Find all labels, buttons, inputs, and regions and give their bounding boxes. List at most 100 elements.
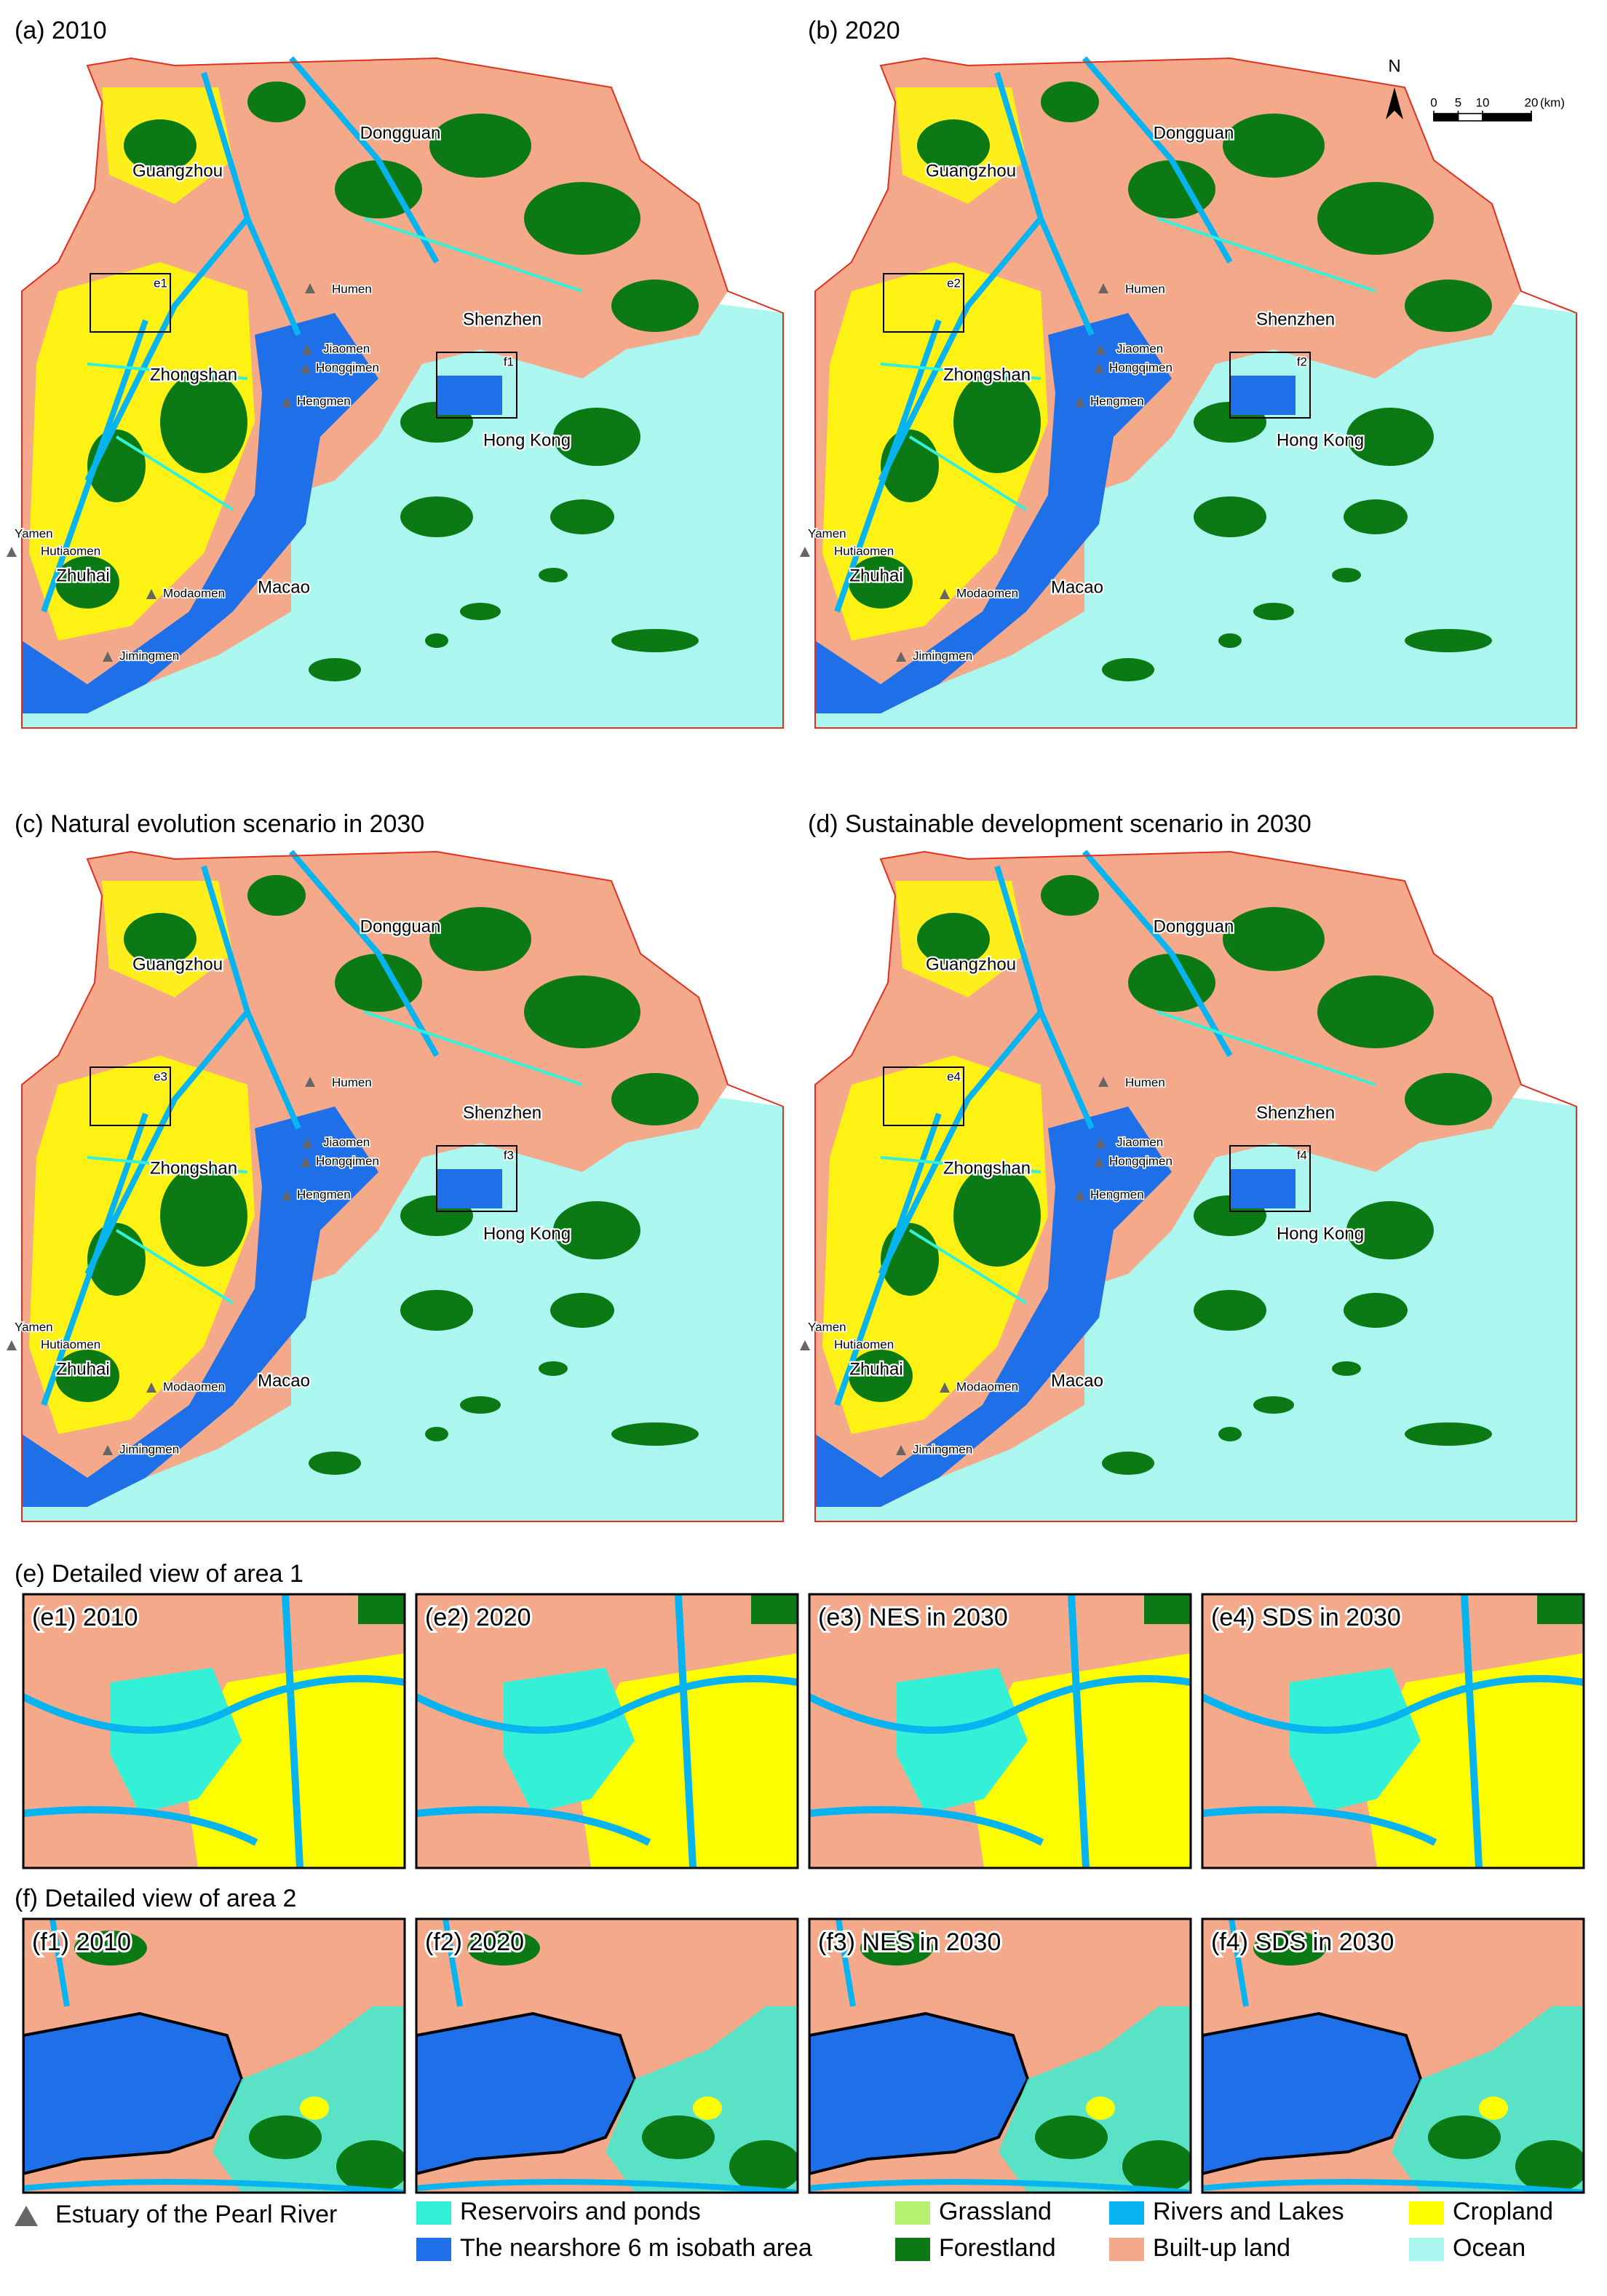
area-label: e3 — [154, 1069, 167, 1083]
place-label: Zhongshan — [150, 365, 237, 384]
estuary-marker — [302, 344, 312, 355]
estuary-label: Hongqimen — [316, 360, 379, 374]
place-label: Macao — [1051, 1371, 1103, 1390]
detail-title: (f3) NES in 2030 — [818, 1928, 1001, 1956]
section-title: (e) Detailed view of area 1 — [15, 1560, 303, 1588]
detail-map — [809, 1595, 1191, 1867]
estuary-label: Jiaomen — [1116, 1135, 1163, 1149]
scale-segment — [1457, 113, 1483, 122]
detail-frame — [22, 1917, 406, 2194]
estuary-marker — [146, 1382, 156, 1393]
scale-label: 5 — [1455, 95, 1461, 109]
area-box — [883, 273, 964, 333]
land-use-map — [22, 852, 783, 1521]
estuary-marker — [1075, 397, 1085, 407]
land-use-map — [815, 58, 1576, 728]
detail-map — [416, 1595, 798, 1867]
place-label: Guangzhou — [926, 161, 1016, 181]
area-box — [90, 273, 171, 333]
estuary-label: Humen — [332, 282, 372, 296]
panel-title: (c) Natural evolution scenario in 2030 — [15, 810, 424, 838]
place-label: Zhongshan — [943, 365, 1031, 384]
estuary-label: Jiaomen — [323, 341, 370, 355]
detail-title: (f2) 2020 — [425, 1928, 524, 1956]
estuary-label: Hongqimen — [1109, 360, 1172, 374]
legend-swatch — [1409, 2201, 1444, 2225]
legend-swatch — [1409, 2238, 1444, 2261]
place-label: Hong Kong — [1277, 430, 1364, 450]
estuary-label: Hutiaomen — [834, 1337, 894, 1351]
place-label: Dongguan — [360, 917, 441, 936]
estuary-label: Yamen — [808, 526, 846, 540]
estuary-marker — [305, 1077, 315, 1087]
place-label: Zhuhai — [56, 1359, 109, 1379]
estuary-marker — [896, 1445, 906, 1455]
estuary-label: Modaomen — [163, 586, 225, 600]
legend-marker — [15, 2206, 38, 2226]
estuary-label: Jimingmen — [913, 649, 972, 662]
estuary-marker — [1095, 1138, 1106, 1148]
place-label: Guangzhou — [132, 161, 223, 181]
panel-title: (d) Sustainable development scenario in … — [808, 810, 1312, 838]
estuary-label: Hengmen — [297, 1187, 351, 1201]
estuary-label: Hutiaomen — [41, 1337, 100, 1351]
scale-label: 0 — [1430, 95, 1437, 109]
estuary-marker — [800, 1340, 810, 1350]
area-box — [1229, 352, 1311, 419]
estuary-label: Hongqimen — [1109, 1154, 1172, 1168]
detail-title: (f4) SDS in 2030 — [1211, 1928, 1394, 1956]
estuary-label: Hutiaomen — [41, 544, 100, 558]
place-label: Guangzhou — [926, 954, 1016, 974]
detail-map — [23, 1595, 405, 1867]
panel-title: (b) 2020 — [808, 17, 900, 44]
detail-title: (e1) 2010 — [32, 1604, 138, 1631]
place-label: Hong Kong — [483, 1224, 571, 1243]
area-box — [436, 1145, 517, 1212]
detail-frame — [1201, 1917, 1585, 2194]
estuary-marker — [800, 547, 810, 557]
area-label: f1 — [504, 355, 514, 368]
area-box — [883, 1066, 964, 1126]
place-label: Zhongshan — [150, 1158, 237, 1178]
detail-map — [416, 1919, 802, 2193]
map-panel: (a) 2010 e1 f1 Dongguan Guangzhou Shenzhen Zho… — [7, 17, 783, 728]
estuary-marker — [282, 397, 292, 407]
place-label: Shenzhen — [1256, 309, 1335, 329]
detail-frame — [808, 1917, 1192, 2194]
scale-segment — [1482, 113, 1532, 122]
detail-title: (e2) 2020 — [425, 1604, 531, 1631]
scale-unit: (km) — [1540, 95, 1565, 109]
detail-title: (e4) SDS in 2030 — [1211, 1604, 1401, 1631]
estuary-marker — [103, 652, 113, 662]
section-title: (f) Detailed view of area 2 — [15, 1885, 296, 1912]
estuary-marker — [1098, 283, 1108, 293]
legend-label: Forestland — [939, 2234, 1056, 2262]
estuary-label: Jiaomen — [323, 1135, 370, 1149]
north-arrow — [1386, 87, 1403, 119]
estuary-marker — [282, 1190, 292, 1200]
detail-frame — [415, 1593, 799, 1869]
legend-swatch — [1109, 2238, 1144, 2261]
scale-segment — [1433, 113, 1459, 122]
place-label: Dongguan — [1154, 917, 1234, 936]
detail-title: (e3) NES in 2030 — [818, 1604, 1008, 1631]
estuary-marker — [1095, 344, 1106, 355]
place-label: Macao — [258, 577, 310, 597]
legend-label: Cropland — [1453, 2198, 1553, 2225]
estuary-label: Yamen — [808, 1320, 846, 1334]
area-label: f4 — [1297, 1148, 1307, 1162]
place-label: Hong Kong — [483, 430, 571, 450]
place-label: Hong Kong — [1277, 1224, 1364, 1243]
estuary-label: Hengmen — [297, 394, 351, 408]
estuary-marker — [103, 1445, 113, 1455]
legend-swatch — [1109, 2201, 1144, 2225]
north-label: N — [1388, 56, 1400, 76]
place-label: Macao — [258, 1371, 310, 1390]
estuary-label: Humen — [332, 1075, 372, 1089]
detail-map — [1202, 1595, 1584, 1867]
estuary-label: Modaomen — [956, 586, 1018, 600]
detail-title: (f1) 2010 — [32, 1928, 131, 1956]
estuary-label: Modaomen — [163, 1379, 225, 1393]
estuary-label: Yamen — [15, 526, 53, 540]
